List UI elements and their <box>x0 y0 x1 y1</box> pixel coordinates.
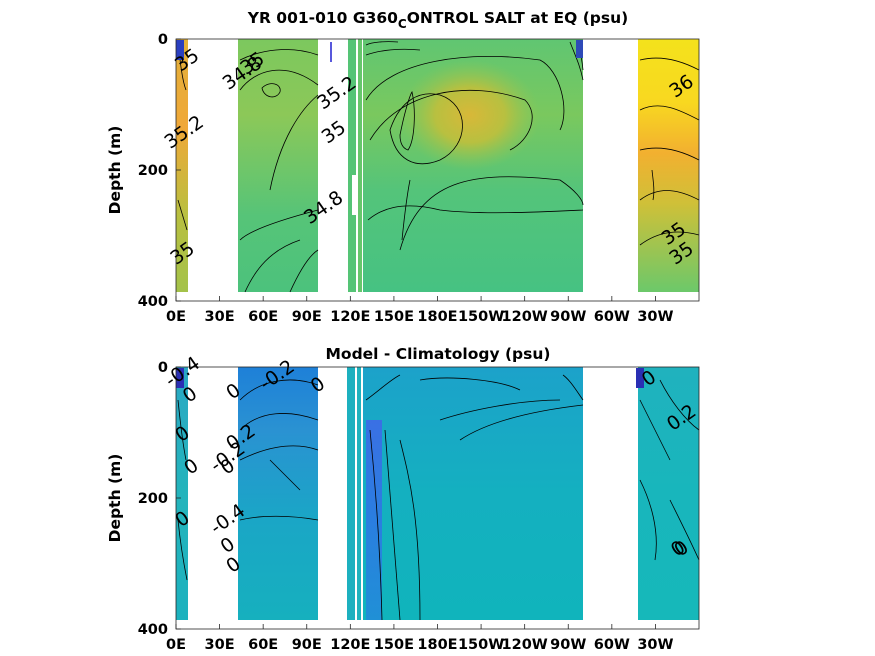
top-region-indian-east <box>238 39 318 292</box>
bottom-title: Model - Climatology (psu) <box>326 345 551 363</box>
x-tick-label: 0E <box>166 637 186 653</box>
bottom-region-indian-west <box>176 367 188 620</box>
x-tick-label: 180E <box>417 309 457 325</box>
x-tick-label: 120W <box>502 637 548 653</box>
bottom-ylabel: Depth (m) <box>106 454 124 543</box>
x-tick-label: 150E <box>374 309 414 325</box>
bottom-contours <box>177 374 700 621</box>
top-patch-dark-2 <box>576 40 583 58</box>
contour-label: 35 <box>166 238 198 270</box>
x-tick-label: 180E <box>417 637 457 653</box>
x-tick-label: 60W <box>594 637 630 653</box>
top-ylabel: Depth (m) <box>106 126 124 215</box>
x-tick-label: 60E <box>248 309 278 325</box>
x-tick-label: 120E <box>330 637 370 653</box>
x-tick-label: 150W <box>458 309 504 325</box>
x-tick-label: 0E <box>166 309 186 325</box>
x-tick-label: 90E <box>292 309 322 325</box>
top-gap-sliver <box>352 175 356 215</box>
x-tick-label: 30W <box>637 637 673 653</box>
contour-label: 0 <box>171 422 194 447</box>
x-tick-label: 120W <box>502 309 548 325</box>
y-tick-label: 400 <box>138 294 168 310</box>
x-tick-label: 30E <box>205 309 235 325</box>
bottom-region-indian-east <box>238 367 318 620</box>
y-tick-label: 200 <box>138 491 168 507</box>
top-title: YR 001-010 G360CONTROL SALT at EQ (psu) <box>247 9 628 31</box>
x-tick-label: 30W <box>637 309 673 325</box>
y-tick-label: 400 <box>138 622 168 638</box>
x-tick-label: 30E <box>205 637 235 653</box>
x-tick-label: 90E <box>292 637 322 653</box>
x-tick-label: 60W <box>594 309 630 325</box>
x-tick-label: 90W <box>550 637 586 653</box>
bottom-patch-dark <box>176 368 184 388</box>
top-region-indonesia-a <box>348 39 356 292</box>
bottom-region-indonesia-b <box>357 367 361 620</box>
contour-label: 35 <box>318 116 350 148</box>
bottom-patch-dark-2 <box>636 368 644 388</box>
x-tick-label: 120E <box>330 309 370 325</box>
contour-label: 0 <box>171 507 194 532</box>
top-region-atlantic <box>638 39 699 292</box>
top-patch-dark <box>176 40 184 60</box>
top-region-indian-west <box>176 39 188 292</box>
top-yticks: 0 200 400 <box>138 32 181 310</box>
top-panel: YR 001-010 G360CONTROL SALT at EQ (psu) … <box>106 9 700 325</box>
bottom-panel: Model - Climatology (psu) Depth (m) 0200… <box>106 345 700 653</box>
top-salinity-core <box>400 60 540 170</box>
y-tick-label: 0 <box>158 360 168 376</box>
bottom-region-atlantic <box>638 367 699 620</box>
x-tick-label: 60E <box>248 637 278 653</box>
x-tick-label: 150E <box>374 637 414 653</box>
bottom-western-streak <box>366 420 382 620</box>
bottom-region-indonesia-a <box>347 367 355 620</box>
y-tick-label: 200 <box>138 163 168 179</box>
top-region-indonesia-b <box>358 39 362 292</box>
y-tick-label: 0 <box>158 32 168 48</box>
bottom-region-pacific <box>363 367 583 620</box>
x-tick-label: 150W <box>458 637 504 653</box>
bottom-yticks: 0 200 400 <box>138 360 181 638</box>
x-tick-label: 90W <box>550 309 586 325</box>
